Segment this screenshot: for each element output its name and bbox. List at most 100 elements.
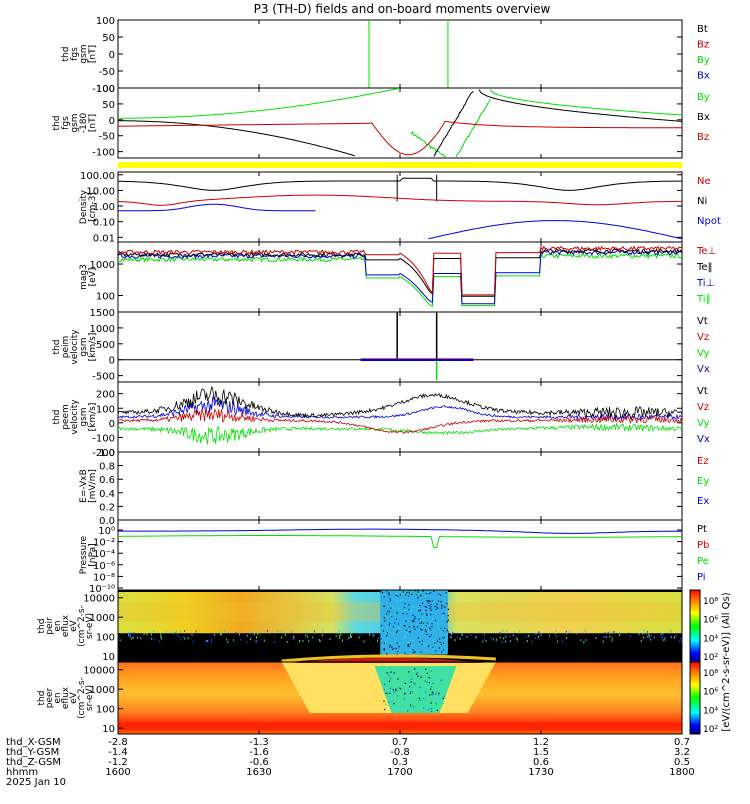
- series-Bz: [117, 120, 682, 156]
- series-Bx: [118, 120, 356, 157]
- spectrogram-pixel: [422, 602, 424, 604]
- y-axis-label: gsm: [79, 407, 89, 426]
- spectrogram-pixel: [421, 623, 423, 626]
- panel-peim_velocity: 1500 1000 500 0 -500 thd peim velocity gsm [km/s]…: [52, 308, 710, 383]
- spectrogram-pixel: [137, 636, 138, 639]
- spectrogram-pixel: [305, 634, 307, 637]
- y-tick-label: 1000: [90, 613, 115, 624]
- spectrogram-pixel: [421, 643, 423, 646]
- legend-Vx: Vx: [697, 364, 710, 375]
- spectrogram-pixel: [395, 618, 397, 620]
- spectrogram-pixel: [395, 647, 397, 650]
- spectrogram-pixel: [556, 635, 558, 637]
- spectrogram-pixel: [475, 636, 477, 639]
- spectrogram-pixel: [607, 631, 609, 634]
- spectrogram-pixel: [389, 687, 392, 689]
- spectrogram-pixel: [419, 609, 421, 612]
- spectrogram-pixel: [421, 640, 423, 642]
- spectrogram-pixel: [279, 629, 281, 632]
- y-tick-label: 100: [96, 84, 115, 95]
- spectrogram-pixel: [195, 630, 197, 633]
- spectrogram-pixel: [119, 639, 121, 642]
- spectrogram-pixel: [227, 641, 229, 644]
- spectrogram-pixel: [438, 692, 440, 694]
- spectrogram-pixel: [133, 632, 135, 635]
- spectrogram-pixel: [648, 634, 650, 637]
- spectrogram-pixel: [384, 620, 386, 622]
- spectrogram-pixel: [433, 640, 435, 642]
- spectrogram-pixel: [421, 622, 423, 624]
- spectrogram-pixel: [603, 636, 605, 639]
- spectrogram-pixel: [404, 652, 406, 654]
- spectrogram-pixel: [131, 637, 133, 640]
- y-tick-label: 100: [96, 633, 115, 644]
- y-tick-label: 100: [96, 16, 115, 27]
- spectrogram-pixel: [411, 593, 413, 595]
- spectrogram-pixel: [528, 634, 530, 637]
- y-tick-label: 10⁻¹⁰: [89, 584, 115, 595]
- spectrogram-pixel: [419, 605, 421, 607]
- spectrogram-pixel: [483, 634, 485, 637]
- spectrogram-pixel: [235, 631, 237, 634]
- spectrogram-pixel: [457, 636, 459, 639]
- spectrogram-pixel: [446, 629, 448, 631]
- spectrogram-pixel: [421, 610, 423, 612]
- spectrogram-pixel: [428, 611, 430, 614]
- panel-peer_eflux: 10000 1000 100 10 thdpeerenefluxeV(cm^2-s-sr…: [37, 657, 683, 735]
- spectrogram-pixel: [447, 619, 449, 621]
- spectrogram-pixel: [427, 600, 429, 602]
- spectrogram-pixel: [416, 672, 418, 674]
- spectrogram-pixel: [395, 637, 398, 639]
- colorbar-tick: 10⁸: [703, 597, 718, 607]
- spectrogram-pixel: [346, 638, 348, 641]
- spectrogram-pixel: [437, 622, 439, 624]
- spectrogram-pixel: [435, 650, 437, 652]
- x-axis-row-label: thd_Z-GSM: [6, 757, 61, 768]
- x-axis-value: -1.3: [249, 737, 269, 748]
- spectrogram-pixel: [390, 678, 392, 680]
- spectrogram-pixel: [380, 591, 382, 593]
- spectrogram-pixel: [532, 640, 533, 643]
- spectrogram-pixel: [398, 607, 400, 609]
- spectrogram-pixel: [408, 631, 410, 633]
- spectrogram-pixel: [386, 632, 388, 634]
- spectrogram-pixel: [398, 687, 400, 689]
- spectrogram-pixel: [441, 651, 443, 653]
- spectrogram-pixel: [661, 633, 663, 635]
- spectrogram-pixel: [383, 700, 385, 702]
- spectrogram-pixel: [436, 640, 439, 642]
- spectrogram-pixel: [348, 637, 350, 640]
- panel-fgs: 100 50 0 -50 -100 thd fgs gsm [nT] Bt Bz By Bx: [61, 16, 710, 95]
- spectrogram-pixel: [389, 598, 391, 600]
- spectrogram-pixel: [427, 592, 429, 594]
- spectrogram-pixel: [274, 641, 276, 643]
- spectrogram-pixel: [611, 631, 613, 634]
- spectrogram-pixel: [419, 699, 421, 701]
- spectrogram-pixel: [406, 632, 408, 634]
- x-axis-value: 1700: [387, 767, 412, 778]
- spectrogram-pixel: [246, 634, 248, 637]
- spectrogram-pixel: [313, 630, 315, 633]
- spectrogram-pixel: [339, 634, 341, 637]
- spectrogram-pixel: [393, 626, 395, 628]
- spectrogram-pixel: [425, 668, 427, 670]
- spectrogram-pixel: [408, 608, 410, 611]
- spectrogram-pixel: [638, 633, 640, 636]
- spectrogram-pixel: [450, 633, 452, 635]
- spectrogram-pixel: [396, 653, 398, 655]
- spectrogram-pixel: [425, 625, 427, 627]
- x-axis-value: 1800: [669, 767, 694, 778]
- spectrogram-pixel: [432, 694, 434, 696]
- spectrogram-pixel: [384, 593, 386, 595]
- spectrogram-pixel: [406, 609, 408, 611]
- spectrogram-pixel: [445, 610, 447, 612]
- y-axis-label: [nPa]: [88, 543, 98, 566]
- spectrogram-pixel: [385, 692, 387, 694]
- spectrogram-pixel: [259, 633, 261, 636]
- spectrogram-pixel: [407, 645, 409, 647]
- spectrogram-pixel: [416, 673, 418, 675]
- spectrogram-pixel: [409, 686, 411, 688]
- spectrogram-pixel: [403, 607, 405, 609]
- spectrogram-pixel: [407, 642, 409, 644]
